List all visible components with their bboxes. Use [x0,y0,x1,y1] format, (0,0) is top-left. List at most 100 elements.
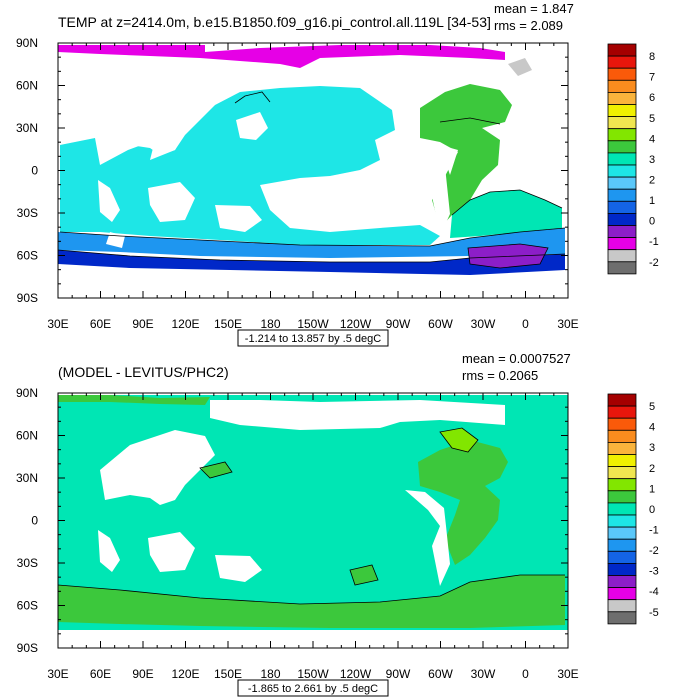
colorbar-label: -3 [649,566,659,578]
contour-lines [58,91,566,269]
colorbar-swatch [607,405,637,419]
y-tick-label: 90S [17,641,38,655]
colorbar-swatch [607,212,637,226]
colorbar-label: 4 [649,422,655,434]
colorbar-swatch [607,490,637,504]
colorbar-swatch [607,538,637,552]
panel-bottom-title: (MODEL - LEVITUS/PHC2) [58,364,229,380]
x-tick-label: 90E [132,667,153,681]
colorbar-swatch [607,92,637,105]
colorbar-swatch [607,67,637,81]
x-tick-label: 120W [340,667,372,681]
colorbar-label: -2 [649,257,659,269]
colorbar-swatch [607,454,637,468]
panel-top-range-label: -1.214 to 13.857 by .5 degC [245,333,381,345]
region-north-atlantic [418,440,508,565]
y-tick-label: 30S [17,206,38,220]
colorbar-swatch [607,466,637,480]
colorbar-swatch [607,237,637,251]
colorbar-label: -4 [649,586,659,598]
region-arctic [58,395,210,405]
colorbar-swatch [607,55,637,69]
y-tick-label: 90N [16,36,38,50]
colorbar-swatch [607,176,637,190]
x-tick-label: 30E [557,317,578,331]
y-tick-label: 90S [17,291,38,305]
panel-top-title: TEMP at z=2414.0m, b.e15.B1850.f09_g16.p… [58,14,491,30]
y-tick-label: 30S [17,556,38,570]
colorbar-swatch [607,563,637,576]
region-southern-ocean-band [58,575,565,628]
colorbar-swatch [607,152,637,166]
x-tick-label: 150W [297,317,329,331]
colorbar-swatch [607,611,637,625]
x-tick-label: 120W [340,317,372,331]
colorbar-swatch [607,261,637,275]
colorbar-swatch [607,43,637,57]
x-tick-label: 30E [47,667,68,681]
colorbar-label: 1 [649,195,655,207]
colorbar-label: 3 [649,154,655,166]
colorbar-swatch [607,526,637,540]
panel-bottom-x-ticks: 30E 60E 90E 120E 150E 180 150W 120W 90W 60W 30W 0 30… [47,393,579,681]
y-tick-label: 60N [16,79,38,93]
x-tick-label: 60E [90,317,111,331]
colorbar-label: -5 [649,607,659,619]
x-tick-label: 30E [47,317,68,331]
colorbar-label: 3 [649,442,655,454]
colorbar-label: 7 [649,72,655,84]
y-tick-label: 0 [31,164,38,178]
y-tick-label: 90N [16,386,38,400]
panel-top-rms: rms = 2.089 [494,18,563,33]
colorbar-swatch [607,393,637,407]
x-tick-label: 30E [557,667,578,681]
x-tick-label: 120E [171,317,199,331]
colorbar-label: -1 [649,525,659,537]
region-southern-ocean-mid [58,228,565,258]
panel-bottom-rms: rms = 0.2065 [462,368,538,383]
panel-bottom-range-box [237,679,389,697]
y-tick-label: 30N [16,121,38,135]
colorbar-swatch [607,550,637,564]
y-tick-label: 60N [16,429,38,443]
y-tick-label: 60S [17,599,38,613]
colorbar-label: 6 [649,92,655,104]
x-tick-label: 90W [386,317,411,331]
colorbar-label: 4 [649,133,655,145]
y-tick-label: 30N [16,471,38,485]
x-tick-label: 0 [522,667,529,681]
panel-bottom-y-ticks: 90N 60N 30N 0 30S 60S 90S [16,386,568,655]
region-pacific-patch [350,565,378,585]
x-tick-label: 120E [171,667,199,681]
panel-bottom: (MODEL - LEVITUS/PHC2) mean = 0.0007527 … [16,351,659,697]
panel-top-mean: mean = 1.847 [494,1,574,16]
panel-top: TEMP at z=2414.0m, b.e15.B1850.f09_g16.p… [16,1,659,347]
colorbar-label: 1 [649,483,655,495]
colorbar-swatch [607,417,637,431]
colorbar-swatch [607,79,637,93]
region-south-atlantic-mid [450,190,562,238]
contour-lines [58,427,565,605]
colorbar-swatch [607,575,637,589]
colorbar-swatch [607,104,637,118]
colorbar-swatch [607,249,637,263]
colorbar-swatch [607,200,637,214]
colorbar-swatch [607,128,637,142]
colorbar-label: 2 [649,463,655,475]
panel-top-x-ticks: 30E 60E 90E 120E 150E 180 150W 120W 90W 60W 30W 0 30… [47,43,579,331]
colorbar-swatch [607,587,637,601]
land-mask [98,80,458,248]
colorbar-label: -2 [649,545,659,557]
panel-top-colorbar: 8 7 6 5 4 3 2 1 0 -1 -2 [607,43,659,275]
x-tick-label: 30W [471,667,496,681]
x-tick-label: 60W [428,667,453,681]
panel-bottom-map [58,393,568,648]
colorbar-swatch [607,164,637,178]
colorbar-swatch [607,188,637,202]
colorbar-swatch [607,429,637,443]
colorbar-swatch [607,599,637,613]
x-tick-label: 60E [90,667,111,681]
panel-top-map [58,45,566,275]
region-southern-ocean-deep [58,250,565,275]
